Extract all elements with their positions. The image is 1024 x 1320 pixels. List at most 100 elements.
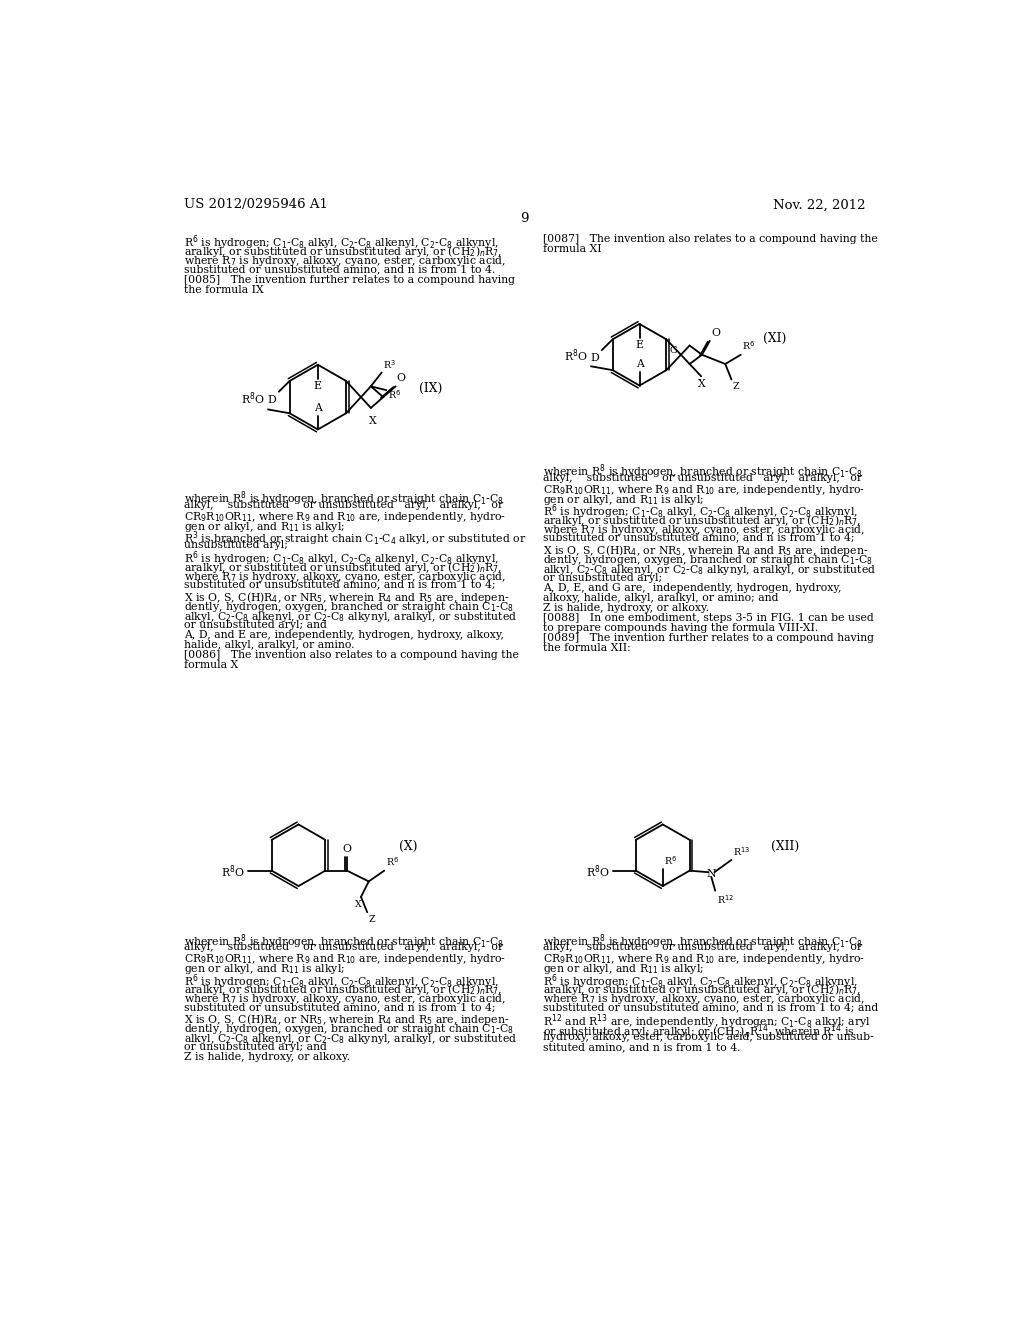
Text: E: E [314,381,322,391]
Text: alkyl, C$_2$-C$_8$ alkenyl, or C$_2$-C$_8$ alkynyl, aralkyl, or substituted: alkyl, C$_2$-C$_8$ alkenyl, or C$_2$-C$_… [183,1032,517,1047]
Text: alkyl,    substituted    or unsubstituted   aryl,   aralkyl,   or: alkyl, substituted or unsubstituted aryl… [183,942,503,952]
Text: D: D [267,395,275,405]
Text: Z: Z [733,383,739,392]
Text: R$^6$ is hydrogen; C$_1$-C$_8$ alkyl, C$_2$-C$_8$ alkenyl, C$_2$-C$_8$ alkynyl,: R$^6$ is hydrogen; C$_1$-C$_8$ alkyl, C$… [183,234,499,252]
Text: (XII): (XII) [771,840,800,853]
Text: R$^{13}$: R$^{13}$ [733,845,751,858]
Text: R$^8$O: R$^8$O [241,391,265,407]
Text: halide, alkyl, aralkyl, or amino.: halide, alkyl, aralkyl, or amino. [183,640,354,649]
Text: alkyl,    substituted    or unsubstituted   aryl,   aralkyl,   or: alkyl, substituted or unsubstituted aryl… [544,473,862,483]
Text: X: X [369,416,376,425]
Text: aralkyl, or substituted or unsubstituted aryl, or (CH$_2$)$_n$R$_7$,: aralkyl, or substituted or unsubstituted… [183,982,502,998]
Text: E: E [636,341,643,350]
Text: where R$_7$ is hydroxy, alkoxy, cyano, ester, carboxylic acid,: where R$_7$ is hydroxy, alkoxy, cyano, e… [183,993,506,1006]
Text: X is O, S, C(H)R$_4$, or NR$_5$, wherein R$_4$ and R$_5$ are, indepen-: X is O, S, C(H)R$_4$, or NR$_5$, wherein… [183,1012,509,1027]
Text: Z is halide, hydroxy, or alkoxy.: Z is halide, hydroxy, or alkoxy. [183,1052,350,1063]
Text: D: D [590,354,599,363]
Text: where R$_7$ is hydroxy, alkoxy, cyano, ester, carboxylic acid,: where R$_7$ is hydroxy, alkoxy, cyano, e… [544,523,865,537]
Text: R$^6$: R$^6$ [386,855,399,869]
Text: (IX): (IX) [419,381,442,395]
Text: wherein R$^8$ is hydrogen, branched or straight chain C$_1$-C$_8$: wherein R$^8$ is hydrogen, branched or s… [544,462,863,482]
Text: the formula IX: the formula IX [183,285,263,294]
Text: O: O [343,843,351,854]
Text: alkyl,    substituted    or unsubstituted   aryl,   aralkyl,   or: alkyl, substituted or unsubstituted aryl… [544,942,862,952]
Text: dently, hydrogen, oxygen, branched or straight chain C$_1$-C$_8$: dently, hydrogen, oxygen, branched or st… [544,553,873,566]
Text: gen or alkyl, and R$_{11}$ is alkyl;: gen or alkyl, and R$_{11}$ is alkyl; [183,520,345,533]
Text: R$^3$: R$^3$ [383,358,396,371]
Text: dently, hydrogen, oxygen, branched or straight chain C$_1$-C$_8$: dently, hydrogen, oxygen, branched or st… [183,1022,513,1036]
Text: R$^3$ is branched or straight chain C$_1$-C$_4$ alkyl, or substituted or: R$^3$ is branched or straight chain C$_1… [183,529,526,548]
Text: O: O [396,374,406,383]
Text: hydroxy, alkoxy, ester, carboxylic acid, substituted or unsub-: hydroxy, alkoxy, ester, carboxylic acid,… [544,1032,874,1043]
Text: US 2012/0295946 A1: US 2012/0295946 A1 [183,198,328,211]
Text: wherein R$^8$ is hydrogen, branched or straight chain C$_1$-C$_8$: wherein R$^8$ is hydrogen, branched or s… [183,490,504,508]
Text: [0085]   The invention further relates to a compound having: [0085] The invention further relates to … [183,275,515,285]
Text: A: A [314,404,322,413]
Text: CR$_9$R$_{10}$OR$_{11}$, where R$_9$ and R$_{10}$ are, independently, hydro-: CR$_9$R$_{10}$OR$_{11}$, where R$_9$ and… [544,952,865,966]
Text: CR$_9$R$_{10}$OR$_{11}$, where R$_9$ and R$_{10}$ are, independently, hydro-: CR$_9$R$_{10}$OR$_{11}$, where R$_9$ and… [183,952,506,966]
Text: G: G [670,346,677,355]
Text: R$^6$ is hydrogen; C$_1$-C$_8$ alkyl, C$_2$-C$_8$ alkenyl, C$_2$-C$_8$ alkynyl,: R$^6$ is hydrogen; C$_1$-C$_8$ alkyl, C$… [183,549,499,568]
Text: 9: 9 [520,213,529,226]
Text: wherein R$^8$ is hydrogen, branched or straight chain C$_1$-C$_8$: wherein R$^8$ is hydrogen, branched or s… [544,932,863,950]
Text: alkyl, C$_2$-C$_8$ alkenyl, or C$_2$-C$_8$ alkynyl, aralkyl, or substituted: alkyl, C$_2$-C$_8$ alkenyl, or C$_2$-C$_… [183,610,517,623]
Text: X: X [354,900,361,909]
Text: or substituted aryl; aralkyl; or (CH$_2$)$_n$R$^{14}$, wherein R$^{14}$ is: or substituted aryl; aralkyl; or (CH$_2$… [544,1022,855,1041]
Text: to prepare compounds having the formula VIII-XI.: to prepare compounds having the formula … [544,623,818,632]
Text: R$^6$ is hydrogen; C$_1$-C$_8$ alkyl, C$_2$-C$_8$ alkenyl, C$_2$-C$_8$ alkynyl,: R$^6$ is hydrogen; C$_1$-C$_8$ alkyl, C$… [544,973,858,991]
Text: aralkyl, or substituted or unsubstituted aryl, or (CH$_2$)$_n$R$_7$,: aralkyl, or substituted or unsubstituted… [544,512,862,528]
Text: gen or alkyl, and R$_{11}$ is alkyl;: gen or alkyl, and R$_{11}$ is alkyl; [183,962,345,977]
Text: X is O, S, C(H)R$_4$, or NR$_5$, wherein R$_4$ and R$_5$ are, indepen-: X is O, S, C(H)R$_4$, or NR$_5$, wherein… [183,590,509,605]
Text: stituted amino, and n is from 1 to 4.: stituted amino, and n is from 1 to 4. [544,1043,741,1052]
Text: substituted or unsubstituted amino, and n is from 1 to 4;: substituted or unsubstituted amino, and … [183,579,496,590]
Text: alkoxy, halide, alkyl, aralkyl, or amino; and: alkoxy, halide, alkyl, aralkyl, or amino… [544,593,779,603]
Text: Nov. 22, 2012: Nov. 22, 2012 [773,198,866,211]
Text: R$^6$: R$^6$ [665,854,678,867]
Text: or unsubstituted aryl; and: or unsubstituted aryl; and [183,1043,327,1052]
Text: the formula XII:: the formula XII: [544,643,631,652]
Text: R$^6$: R$^6$ [742,339,756,351]
Text: [0086]   The invention also relates to a compound having the: [0086] The invention also relates to a c… [183,649,519,660]
Text: [0089]   The invention further relates to a compound having: [0089] The invention further relates to … [544,632,874,643]
Text: formula X: formula X [183,660,238,669]
Text: where R$_7$ is hydroxy, alkoxy, cyano, ester, carboxylic acid,: where R$_7$ is hydroxy, alkoxy, cyano, e… [544,993,865,1006]
Text: aralkyl, or substituted or unsubstituted aryl, or (CH$_2$)$_n$R$_7$,: aralkyl, or substituted or unsubstituted… [183,560,502,574]
Text: A, D, E, and G are,  independently, hydrogen, hydroxy,: A, D, E, and G are, independently, hydro… [544,582,842,593]
Text: formula XI: formula XI [544,244,602,253]
Text: where R$_7$ is hydroxy, alkoxy, cyano, ester, carboxylic acid,: where R$_7$ is hydroxy, alkoxy, cyano, e… [183,253,506,268]
Text: aralkyl, or substituted or unsubstituted aryl, or (CH$_2$)$_n$R$_7$,: aralkyl, or substituted or unsubstituted… [183,244,502,259]
Text: where R$_7$ is hydroxy, alkoxy, cyano, ester, carboxylic acid,: where R$_7$ is hydroxy, alkoxy, cyano, e… [183,570,506,583]
Text: or unsubstituted aryl; and: or unsubstituted aryl; and [183,619,327,630]
Text: O: O [712,327,720,338]
Text: [0087]   The invention also relates to a compound having the: [0087] The invention also relates to a c… [544,234,879,244]
Text: A: A [636,359,643,370]
Text: gen or alkyl, and R$_{11}$ is alkyl;: gen or alkyl, and R$_{11}$ is alkyl; [544,962,705,977]
Text: substituted or unsubstituted amino, and n is from 1 to 4;: substituted or unsubstituted amino, and … [544,533,855,543]
Text: X: X [698,379,706,389]
Text: substituted or unsubstituted amino, and n is from 1 to 4;: substituted or unsubstituted amino, and … [183,1002,496,1012]
Text: R$^{12}$ and R$^{13}$ are, independently, hydrogen; C$_1$-C$_8$ alkyl; aryl: R$^{12}$ and R$^{13}$ are, independently… [544,1012,871,1031]
Text: substituted or unsubstituted amino, and n is from 1 to 4; and: substituted or unsubstituted amino, and … [544,1002,879,1012]
Text: aralkyl, or substituted or unsubstituted aryl, or (CH$_2$)$_n$R$_7$,: aralkyl, or substituted or unsubstituted… [544,982,862,998]
Text: R$^8$O: R$^8$O [564,347,588,364]
Text: Z: Z [369,915,376,924]
Text: substituted or unsubstituted amino, and n is from 1 to 4.: substituted or unsubstituted amino, and … [183,264,495,273]
Text: alkyl, C$_2$-C$_8$ alkenyl, or C$_2$-C$_8$ alkynyl, aralkyl, or substituted: alkyl, C$_2$-C$_8$ alkenyl, or C$_2$-C$_… [544,562,877,577]
Text: R$^6$ is hydrogen; C$_1$-C$_8$ alkyl, C$_2$-C$_8$ alkenyl, C$_2$-C$_8$ alkynyl,: R$^6$ is hydrogen; C$_1$-C$_8$ alkyl, C$… [544,503,858,521]
Text: wherein R$^8$ is hydrogen, branched or straight chain C$_1$-C$_8$: wherein R$^8$ is hydrogen, branched or s… [183,932,504,950]
Text: R$^{12}$: R$^{12}$ [717,892,734,906]
Text: dently, hydrogen, oxygen, branched or straight chain C$_1$-C$_8$: dently, hydrogen, oxygen, branched or st… [183,599,513,614]
Text: unsubstituted aryl;: unsubstituted aryl; [183,540,288,549]
Text: (X): (X) [399,840,418,853]
Text: gen or alkyl, and R$_{11}$ is alkyl;: gen or alkyl, and R$_{11}$ is alkyl; [544,492,705,507]
Text: A, D, and E are, independently, hydrogen, hydroxy, alkoxy,: A, D, and E are, independently, hydrogen… [183,630,504,640]
Text: N: N [707,869,716,879]
Text: R$^8$O: R$^8$O [586,863,609,880]
Text: X is O, S, C(H)R$_4$, or NR$_5$, wherein R$_4$ and R$_5$ are, indepen-: X is O, S, C(H)R$_4$, or NR$_5$, wherein… [544,543,869,557]
Text: R$^6$: R$^6$ [388,388,401,401]
Text: R$^6$ is hydrogen; C$_1$-C$_8$ alkyl, C$_2$-C$_8$ alkenyl, C$_2$-C$_8$ alkynyl,: R$^6$ is hydrogen; C$_1$-C$_8$ alkyl, C$… [183,973,499,991]
Text: alkyl,    substituted    or unsubstituted   aryl,   aralkyl,   or: alkyl, substituted or unsubstituted aryl… [183,499,503,510]
Text: R$^8$O: R$^8$O [221,863,246,880]
Text: [0088]   In one embodiment, steps 3-5 in FIG. 1 can be used: [0088] In one embodiment, steps 3-5 in F… [544,612,874,623]
Text: CR$_9$R$_{10}$OR$_{11}$, where R$_9$ and R$_{10}$ are, independently, hydro-: CR$_9$R$_{10}$OR$_{11}$, where R$_9$ and… [183,510,506,524]
